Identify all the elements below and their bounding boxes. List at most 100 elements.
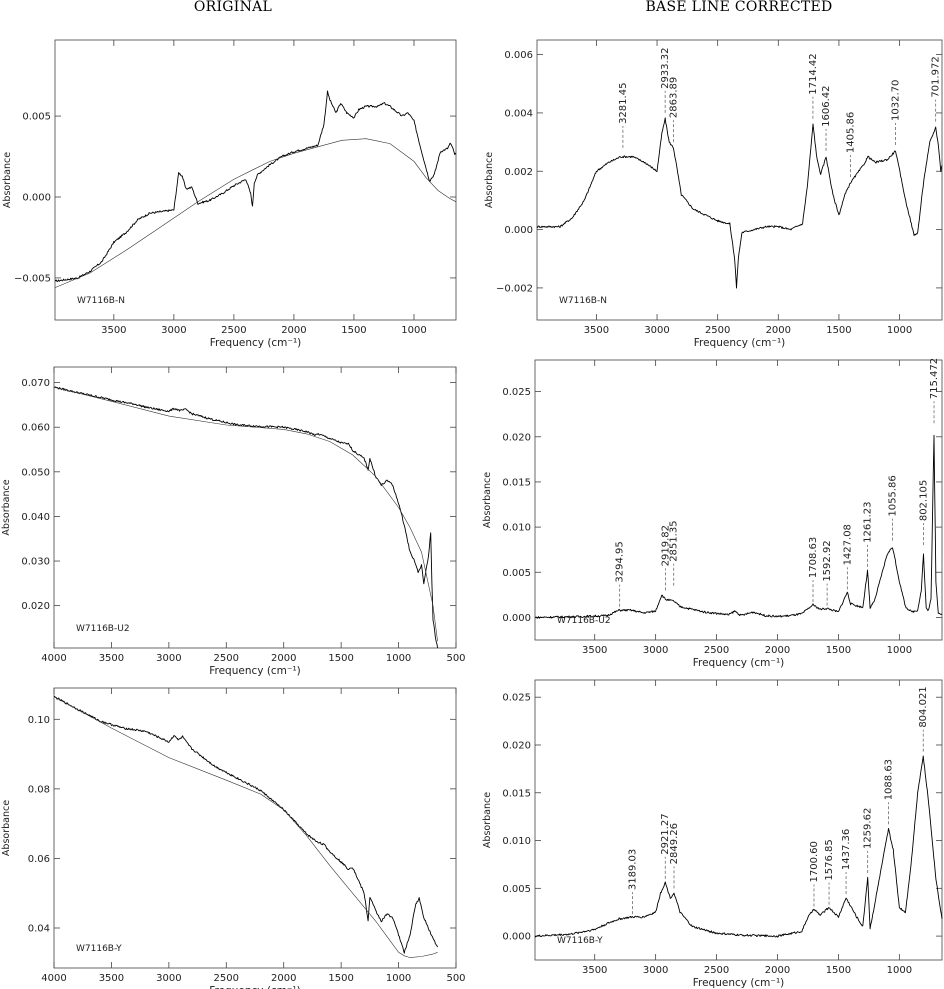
y-tick-label: 0.005 [22, 112, 51, 123]
x-axis-label: Frequency (cm⁻¹) [693, 657, 785, 669]
x-tick-label: 3500 [582, 965, 607, 976]
x-tick-label: 1000 [887, 325, 912, 336]
x-tick-label: 1000 [887, 645, 912, 656]
peak-label: 1576.85 [824, 839, 835, 880]
x-tick-label: 500 [446, 653, 465, 664]
x-tick-label: 3500 [582, 645, 607, 656]
peak-label: 3294.95 [615, 541, 626, 582]
y-tick-label: 0.005 [502, 884, 531, 895]
sample-label: W7116B-U2 [76, 624, 130, 634]
x-tick-label: 3000 [643, 645, 668, 656]
y-tick-label: 0.025 [502, 693, 531, 704]
x-tick-label: 1500 [826, 325, 851, 336]
peak-label: 701.972 [931, 56, 942, 97]
peak-label: 2921.27 [660, 813, 671, 854]
spectrum-line [536, 117, 943, 289]
y-tick-label: 0.020 [502, 432, 531, 443]
y-tick-label: 0.015 [502, 477, 531, 488]
chart-panel-4: 3500 3000 2500 2000 1500 1000 0.000 0.005 0.010 0… [482, 358, 943, 669]
x-tick-label: 1000 [386, 653, 411, 664]
chart-panel-5: 4000 3500 3000 2500 2000 1500 1000 500 0.04 0.06 0… [1, 687, 466, 989]
x-tick-label: 4000 [41, 973, 66, 984]
peak-label: 1592.92 [822, 540, 833, 581]
y-axis-label: Absorbance [482, 792, 493, 848]
y-tick-label: 0.060 [21, 423, 50, 434]
peak-label: 1032.70 [891, 80, 902, 121]
x-tick-label: 2000 [281, 325, 306, 336]
x-tick-label: 1000 [386, 973, 411, 984]
y-tick-label: 0.004 [504, 108, 533, 119]
y-tick-label: −0.005 [14, 273, 51, 284]
peak-label: 3189.03 [628, 849, 639, 890]
peak-label: 2919.82 [660, 525, 671, 566]
plot-frame [536, 39, 943, 321]
peak-label: 2933.32 [660, 48, 671, 89]
y-tick-label: 0.005 [502, 568, 531, 579]
baseline-line [53, 696, 438, 958]
peak-label: 1259.62 [863, 808, 874, 849]
x-tick-label: 2000 [765, 645, 790, 656]
peak-label: 1405.86 [845, 112, 856, 153]
x-axis-label: Frequency (cm⁻¹) [693, 977, 785, 989]
plot-frame [53, 687, 457, 969]
y-axis-label: Absorbance [482, 472, 493, 528]
x-tick-label: 2000 [765, 965, 790, 976]
y-tick-label: 0.010 [502, 836, 531, 847]
x-tick-label: 2500 [214, 973, 239, 984]
y-axis-label: Absorbance [1, 800, 12, 856]
plot-frame [53, 366, 457, 649]
x-tick-label: 2500 [704, 965, 729, 976]
x-tick-label: 1000 [401, 325, 426, 336]
peak-label: 804.021 [918, 686, 929, 727]
x-axis-label: Frequency (cm⁻¹) [694, 337, 786, 349]
peak-label: 1700.60 [809, 841, 820, 882]
x-axis-label: Frequency (cm⁻¹) [209, 665, 301, 677]
y-tick-label: 0.020 [21, 601, 50, 612]
spectrum-line [54, 90, 456, 283]
peak-label: 715.472 [929, 358, 940, 399]
x-tick-label: 3000 [156, 653, 181, 664]
y-tick-label: 0.070 [21, 378, 50, 389]
chart-panel-3: 4000 3500 3000 2500 2000 1500 1000 500 0.020 0.03… [1, 366, 466, 677]
peak-label: 1714.42 [808, 53, 819, 94]
y-tick-label: 0.000 [502, 613, 531, 624]
x-tick-label: 1500 [341, 325, 366, 336]
peak-label: 1261.23 [863, 501, 874, 542]
y-tick-label: 0.030 [21, 557, 50, 568]
baseline-line [53, 386, 438, 642]
x-tick-label: 3500 [99, 973, 124, 984]
spectrum-line [53, 386, 439, 649]
y-tick-label: 0.050 [21, 467, 50, 478]
original-column-title: ORIGINAL [193, 0, 273, 15]
peak-label: 1437.36 [841, 829, 852, 870]
sample-label: W7116B-Y [557, 936, 603, 946]
x-tick-label: 3000 [643, 965, 668, 976]
x-tick-label: 1000 [887, 965, 912, 976]
y-tick-label: 0.040 [21, 512, 50, 523]
x-tick-label: 2000 [271, 653, 296, 664]
spectrum-line [53, 695, 439, 954]
chart-panel-6: 3500 3000 2500 2000 1500 1000 0.000 0.005 0.010 0… [482, 679, 943, 989]
y-tick-label: 0.000 [504, 225, 533, 236]
x-tick-label: 2500 [221, 325, 246, 336]
peak-label: 1606.42 [821, 85, 832, 126]
plot-frame [534, 359, 943, 641]
x-axis-label: Frequency (cm⁻¹) [210, 337, 302, 349]
x-axis-label: Frequency (cm⁻¹) [209, 985, 301, 989]
baseline-line [54, 138, 457, 288]
y-tick-label: 0.015 [502, 788, 531, 799]
x-tick-label: 2500 [705, 325, 730, 336]
x-tick-label: 2000 [271, 973, 296, 984]
x-tick-label: 1500 [826, 645, 851, 656]
x-tick-label: 3000 [644, 325, 669, 336]
x-tick-label: 3000 [161, 325, 186, 336]
y-axis-label: Absorbance [1, 479, 12, 535]
y-tick-label: 0.10 [28, 715, 50, 726]
peak-label: 3281.45 [618, 83, 629, 124]
x-tick-label: 3500 [101, 325, 126, 336]
y-tick-label: 0.006 [504, 50, 533, 61]
y-axis-label: Absorbance [2, 152, 13, 208]
y-tick-label: 0.08 [28, 784, 50, 795]
y-tick-label: 0.000 [502, 932, 531, 943]
y-tick-label: 0.020 [502, 740, 531, 751]
